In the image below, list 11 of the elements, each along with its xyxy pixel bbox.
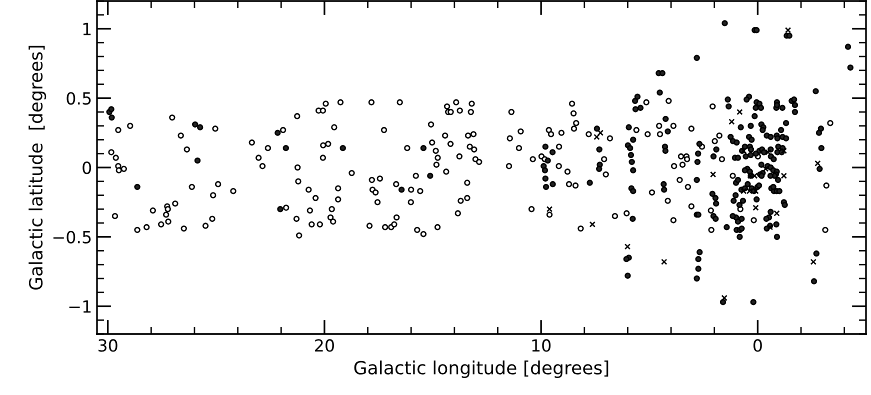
x-tick-label: 10 — [532, 339, 551, 352]
y-tick-label: 0.5 — [66, 92, 91, 105]
x-tick-label: 0 — [753, 339, 762, 352]
y-tick-label: −1 — [69, 300, 91, 313]
x-axis-title: Galactic longitude [degrees] — [354, 360, 608, 378]
y-tick-label: 1 — [83, 22, 91, 36]
y-tick-label: −0.5 — [53, 230, 91, 244]
y-axis-title: Galactic latitude [degrees] — [28, 46, 46, 290]
y-tick-label: 0 — [82, 161, 92, 174]
x-tick-label: 20 — [315, 339, 334, 352]
x-tick-label: 30 — [98, 339, 118, 352]
